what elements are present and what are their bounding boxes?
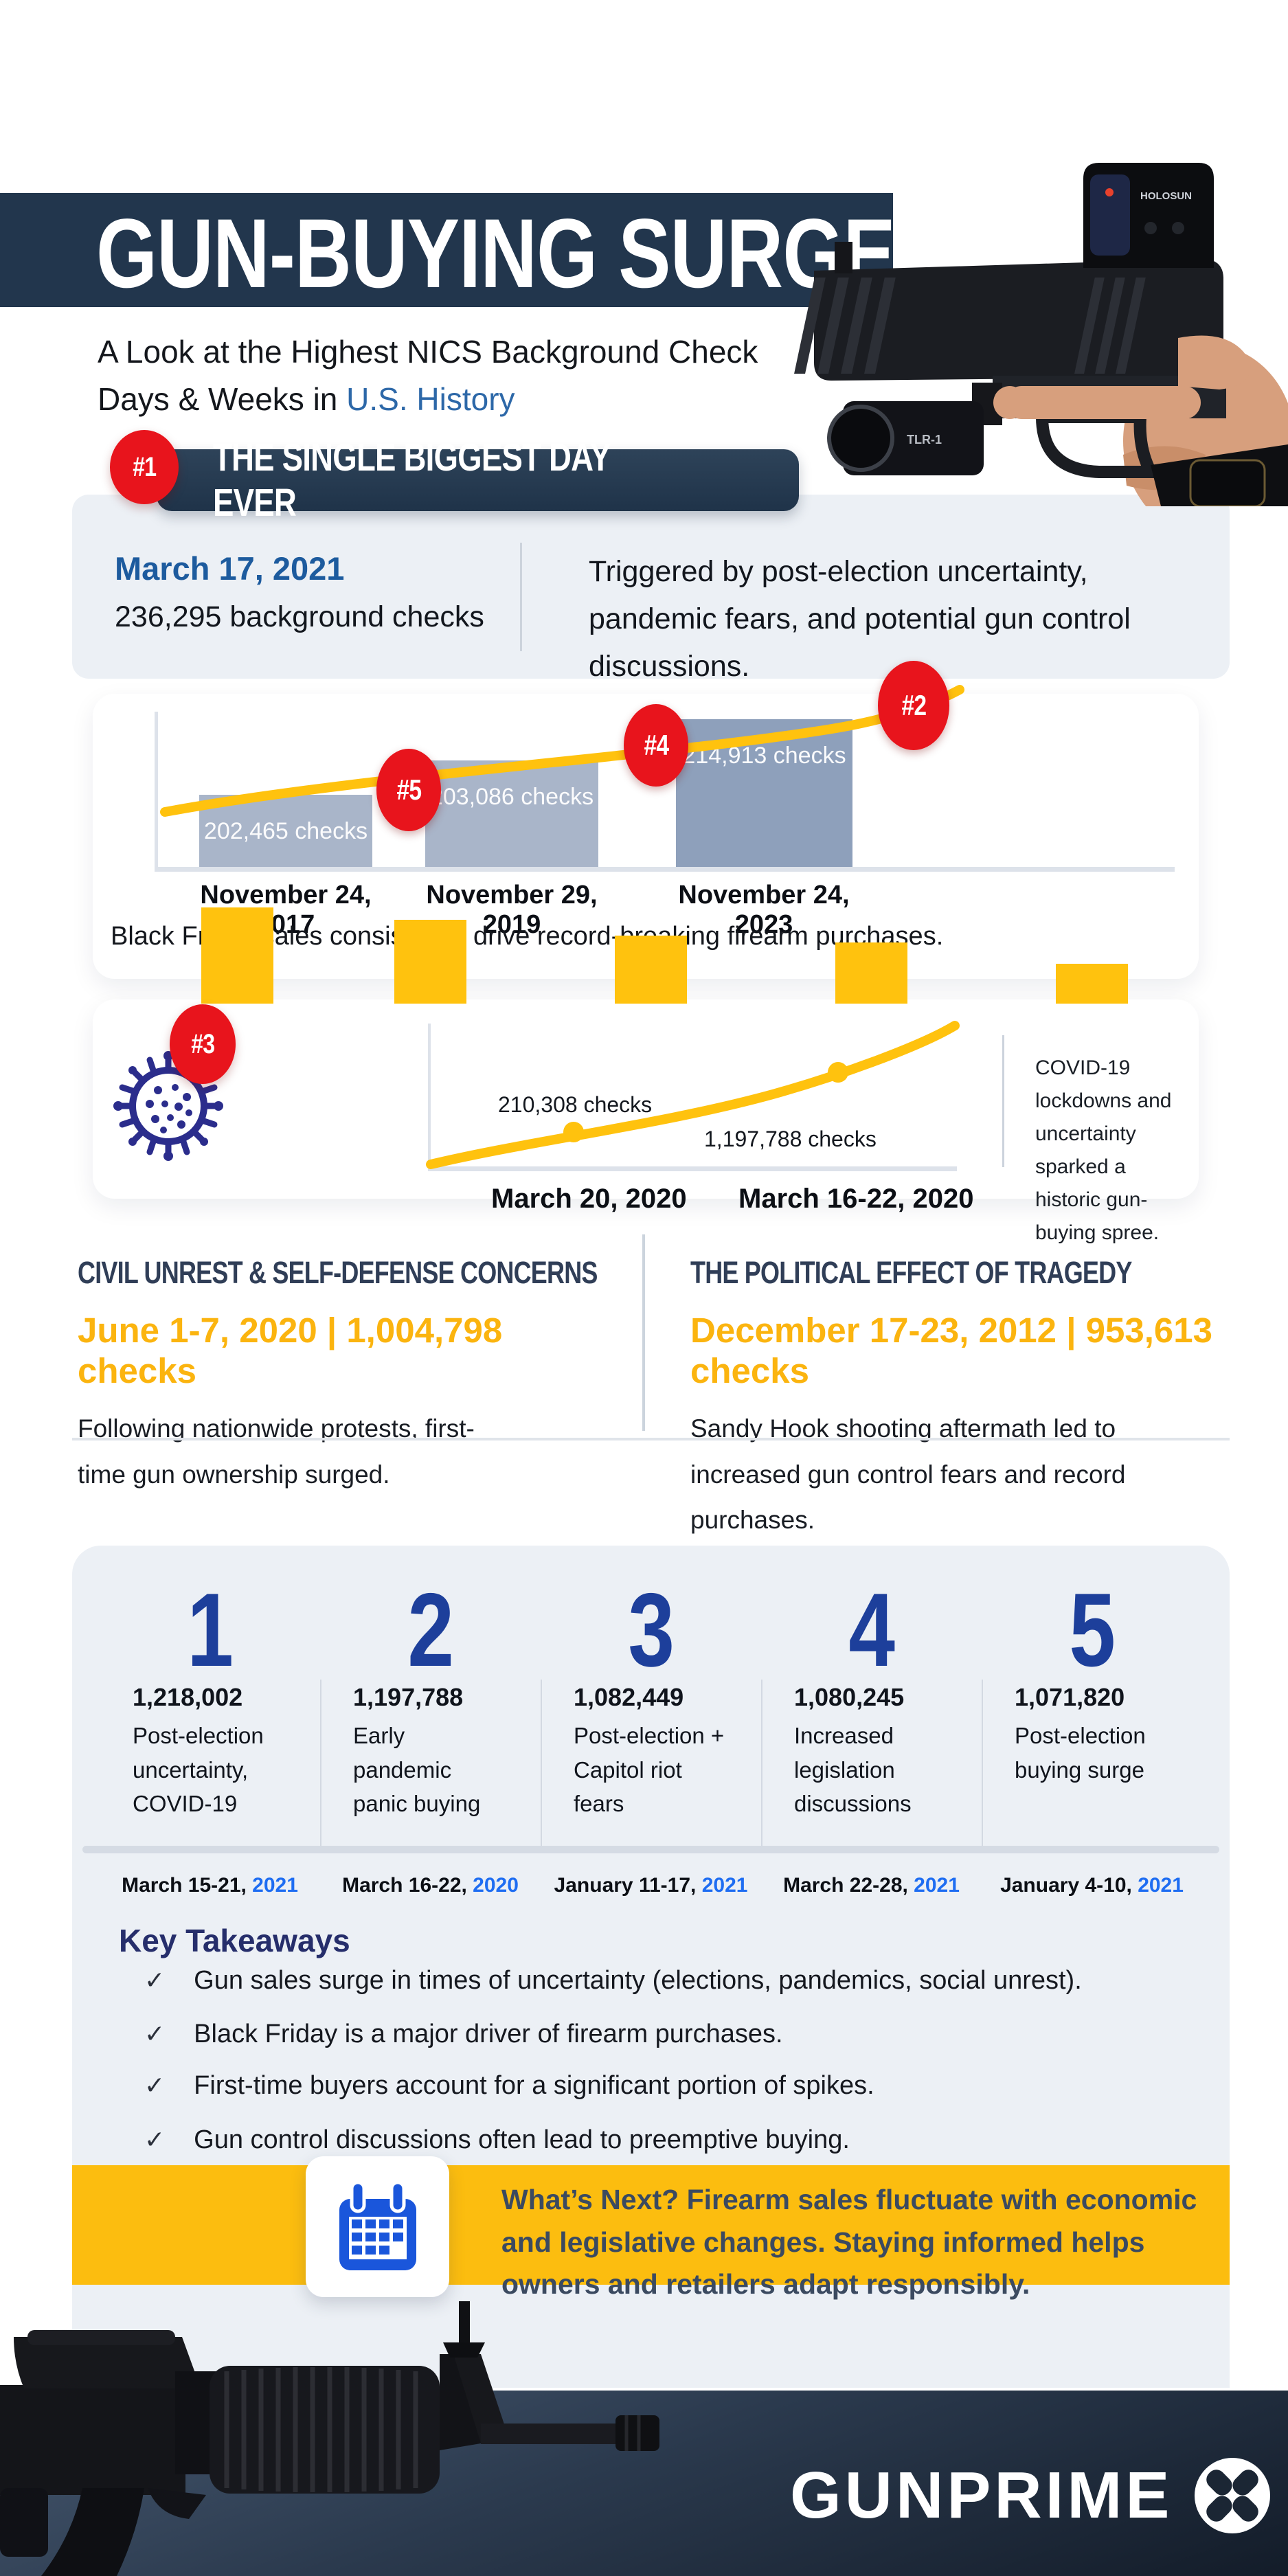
section1-card: March 17, 2021 236,295 background checks…: [72, 495, 1230, 683]
page-title-line2: GUN-BUYING SURGES: [96, 199, 947, 308]
brand-reticle-icon: [1195, 2458, 1271, 2533]
column-divider: [982, 1680, 983, 1848]
week-date: March 15-21, 2021: [122, 1874, 298, 1897]
week-reason: Increased legislation discussions: [794, 1723, 912, 1816]
week-reason: Post-election uncertainty, COVID-19: [133, 1723, 264, 1816]
pandemic-x-axis: [428, 1166, 957, 1171]
rank-number: 5: [1069, 1572, 1116, 1688]
rank-badge-4: #4: [624, 704, 688, 787]
week-bar: [835, 942, 907, 1004]
vertical-divider: [520, 543, 522, 651]
week-bar: [615, 936, 687, 1004]
events-section: CIVIL UNREST & SELF-DEFENSE CONCERNS Jun…: [72, 1219, 1230, 1534]
bar-date-2023: November 24, 2023: [678, 881, 850, 939]
bar-date-2019: November 29, 2019: [426, 881, 598, 939]
takeaway-item: ✓ First-time buyers account for a signif…: [144, 2071, 874, 2100]
week-reason: Post-election + Capitol riot fears: [574, 1723, 725, 1816]
week-value: 1,080,245: [794, 1683, 905, 1711]
bar-2017: 202,465 checks: [199, 795, 372, 867]
week-value: 1,218,002: [133, 1683, 243, 1711]
top5-section-title: THE TOP 5 HIGHEST WEEKS FOR NICS BACKGRO…: [72, 1474, 1288, 1529]
y-axis: [155, 712, 158, 872]
column-divider: [320, 1680, 321, 1848]
check-icon: ✓: [144, 1966, 166, 1994]
rank-number: 2: [407, 1572, 454, 1688]
week-date: January 4-10, 2021: [1000, 1874, 1184, 1897]
week-reason: Early pandemic panic buying: [353, 1723, 481, 1816]
vertical-divider: [642, 1234, 645, 1431]
weapon-light: TLR-1: [827, 383, 1002, 475]
wristwatch: [1151, 444, 1288, 506]
week-bar: [201, 907, 273, 1004]
rank-badge-3: #3: [170, 1004, 236, 1084]
week-date: March 16-22, 2020: [342, 1874, 519, 1897]
pistol-photo-illustration: HOLOSUN TLR-1: [794, 163, 1288, 506]
subtitle-highlight: U.S. History: [346, 381, 515, 417]
event-highlight: June 1-7, 2020 | 1,004,798 checks: [78, 1311, 503, 1390]
rifle-photo-illustration: [0, 2301, 659, 2576]
brand-logo: GUNPRIME: [790, 2454, 1274, 2538]
calendar-icon-card: [306, 2156, 449, 2297]
check-icon: ✓: [144, 2020, 166, 2048]
pandemic-point2-label: 1,197,788 checks: [704, 1127, 877, 1151]
event-tragedy: THE POLITICAL EFFECT OF TRAGEDY December…: [690, 1219, 1230, 1544]
event-title: THE POLITICAL EFFECT OF TRAGEDY: [690, 1255, 1132, 1290]
column-divider: [761, 1680, 762, 1848]
takeaway-item: ✓ Gun sales surge in times of uncertaint…: [144, 1966, 1082, 1995]
check-icon: ✓: [144, 2071, 166, 2099]
horizontal-divider: [72, 1438, 1230, 1440]
black-friday-chart-card: 202,465 checks 203,086 checks 214,913 ch…: [93, 661, 1199, 979]
event-description: Sandy Hook shooting aftermath led to inc…: [690, 1414, 1125, 1534]
rank-badge-1: #1: [110, 430, 179, 504]
week-bar: [394, 920, 466, 1004]
week-value: 1,082,449: [574, 1683, 684, 1711]
bar-baseline: [82, 1846, 1219, 1853]
takeaway-item: ✓ Gun control discussions often lead to …: [144, 2125, 850, 2154]
record-day-date: March 17, 2021: [115, 550, 345, 587]
subtitle: A Look at the Highest NICS Background Ch…: [98, 334, 758, 417]
rank-number: 3: [628, 1572, 675, 1688]
pandemic-card: PANDEMIC PANIC BUYING 210,308 checks 1,1…: [93, 999, 1199, 1244]
column-divider: [541, 1680, 542, 1848]
svg-text:TLR-1: TLR-1: [907, 433, 942, 447]
pandemic-point1-date: March 20, 2020: [491, 1184, 687, 1214]
key-takeaways-heading: Key Takeaways: [119, 1923, 350, 1958]
pandemic-point2-date: March 16-22, 2020: [738, 1184, 974, 1214]
whats-next-banner: What’s Next? Firearm sales fluctuate wit…: [72, 2165, 1230, 2300]
event-title: CIVIL UNREST & SELF-DEFENSE CONCERNS: [78, 1255, 598, 1290]
event-highlight: December 17-23, 2012 | 953,613 checks: [690, 1311, 1212, 1390]
vertical-divider: [1002, 1035, 1004, 1167]
pandemic-trend-line: [426, 1021, 960, 1169]
week-value: 1,197,788: [353, 1683, 464, 1711]
calendar-icon: [339, 2180, 416, 2270]
record-day-stat: 236,295 background checks: [115, 600, 484, 633]
bar-2019: 203,086 checks: [425, 760, 598, 867]
section1-heading-bar: THE SINGLE BIGGEST DAY EVER: [157, 436, 799, 525]
rank-badge-2: #2: [878, 661, 949, 750]
brand-wordmark: GUNPRIME: [790, 2459, 1173, 2532]
week-value: 1,071,820: [1015, 1683, 1125, 1711]
rank-number: 1: [187, 1572, 234, 1688]
x-axis: [155, 867, 1175, 872]
week-date: January 11-17, 2021: [554, 1874, 748, 1897]
red-dot-sight: HOLOSUN: [1083, 163, 1214, 268]
event-civil-unrest: CIVIL UNREST & SELF-DEFENSE CONCERNS Jun…: [78, 1219, 627, 1498]
week-bar: [1056, 964, 1128, 1004]
takeaway-item: ✓ Black Friday is a major driver of fire…: [144, 2020, 783, 2048]
pandemic-y-axis: [428, 1024, 431, 1168]
rank-badge-5: #5: [376, 749, 441, 831]
whats-next-text: What’s Next? Firearm sales fluctuate wit…: [501, 2184, 1197, 2300]
top5-card: 1 1,218,002 Post-election uncertainty, C…: [72, 907, 1230, 2388]
week-date: March 22-28, 2021: [783, 1874, 960, 1897]
pandemic-description: COVID-19 lockdowns and uncertainty spark…: [1035, 1057, 1172, 1244]
svg-text:HOLOSUN: HOLOSUN: [1140, 190, 1192, 202]
record-day-description: Triggered by post-election uncertainty, …: [589, 555, 1131, 683]
week-reason: Post-election buying surge: [1015, 1723, 1146, 1783]
rank-number: 4: [848, 1572, 895, 1688]
pandemic-point1-label: 210,308 checks: [498, 1092, 653, 1117]
check-icon: ✓: [144, 2125, 166, 2154]
